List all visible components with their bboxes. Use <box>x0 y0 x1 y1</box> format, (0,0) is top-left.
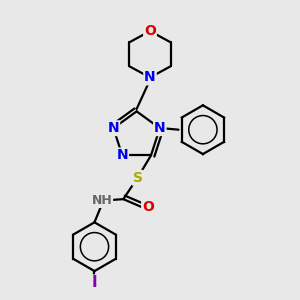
Text: I: I <box>92 275 97 290</box>
Text: N: N <box>154 121 166 135</box>
Text: S: S <box>133 171 142 185</box>
Text: O: O <box>142 200 154 214</box>
Text: O: O <box>144 24 156 38</box>
Text: NH: NH <box>92 194 112 207</box>
Text: N: N <box>116 148 128 163</box>
Text: N: N <box>144 70 156 85</box>
Text: N: N <box>108 121 119 135</box>
